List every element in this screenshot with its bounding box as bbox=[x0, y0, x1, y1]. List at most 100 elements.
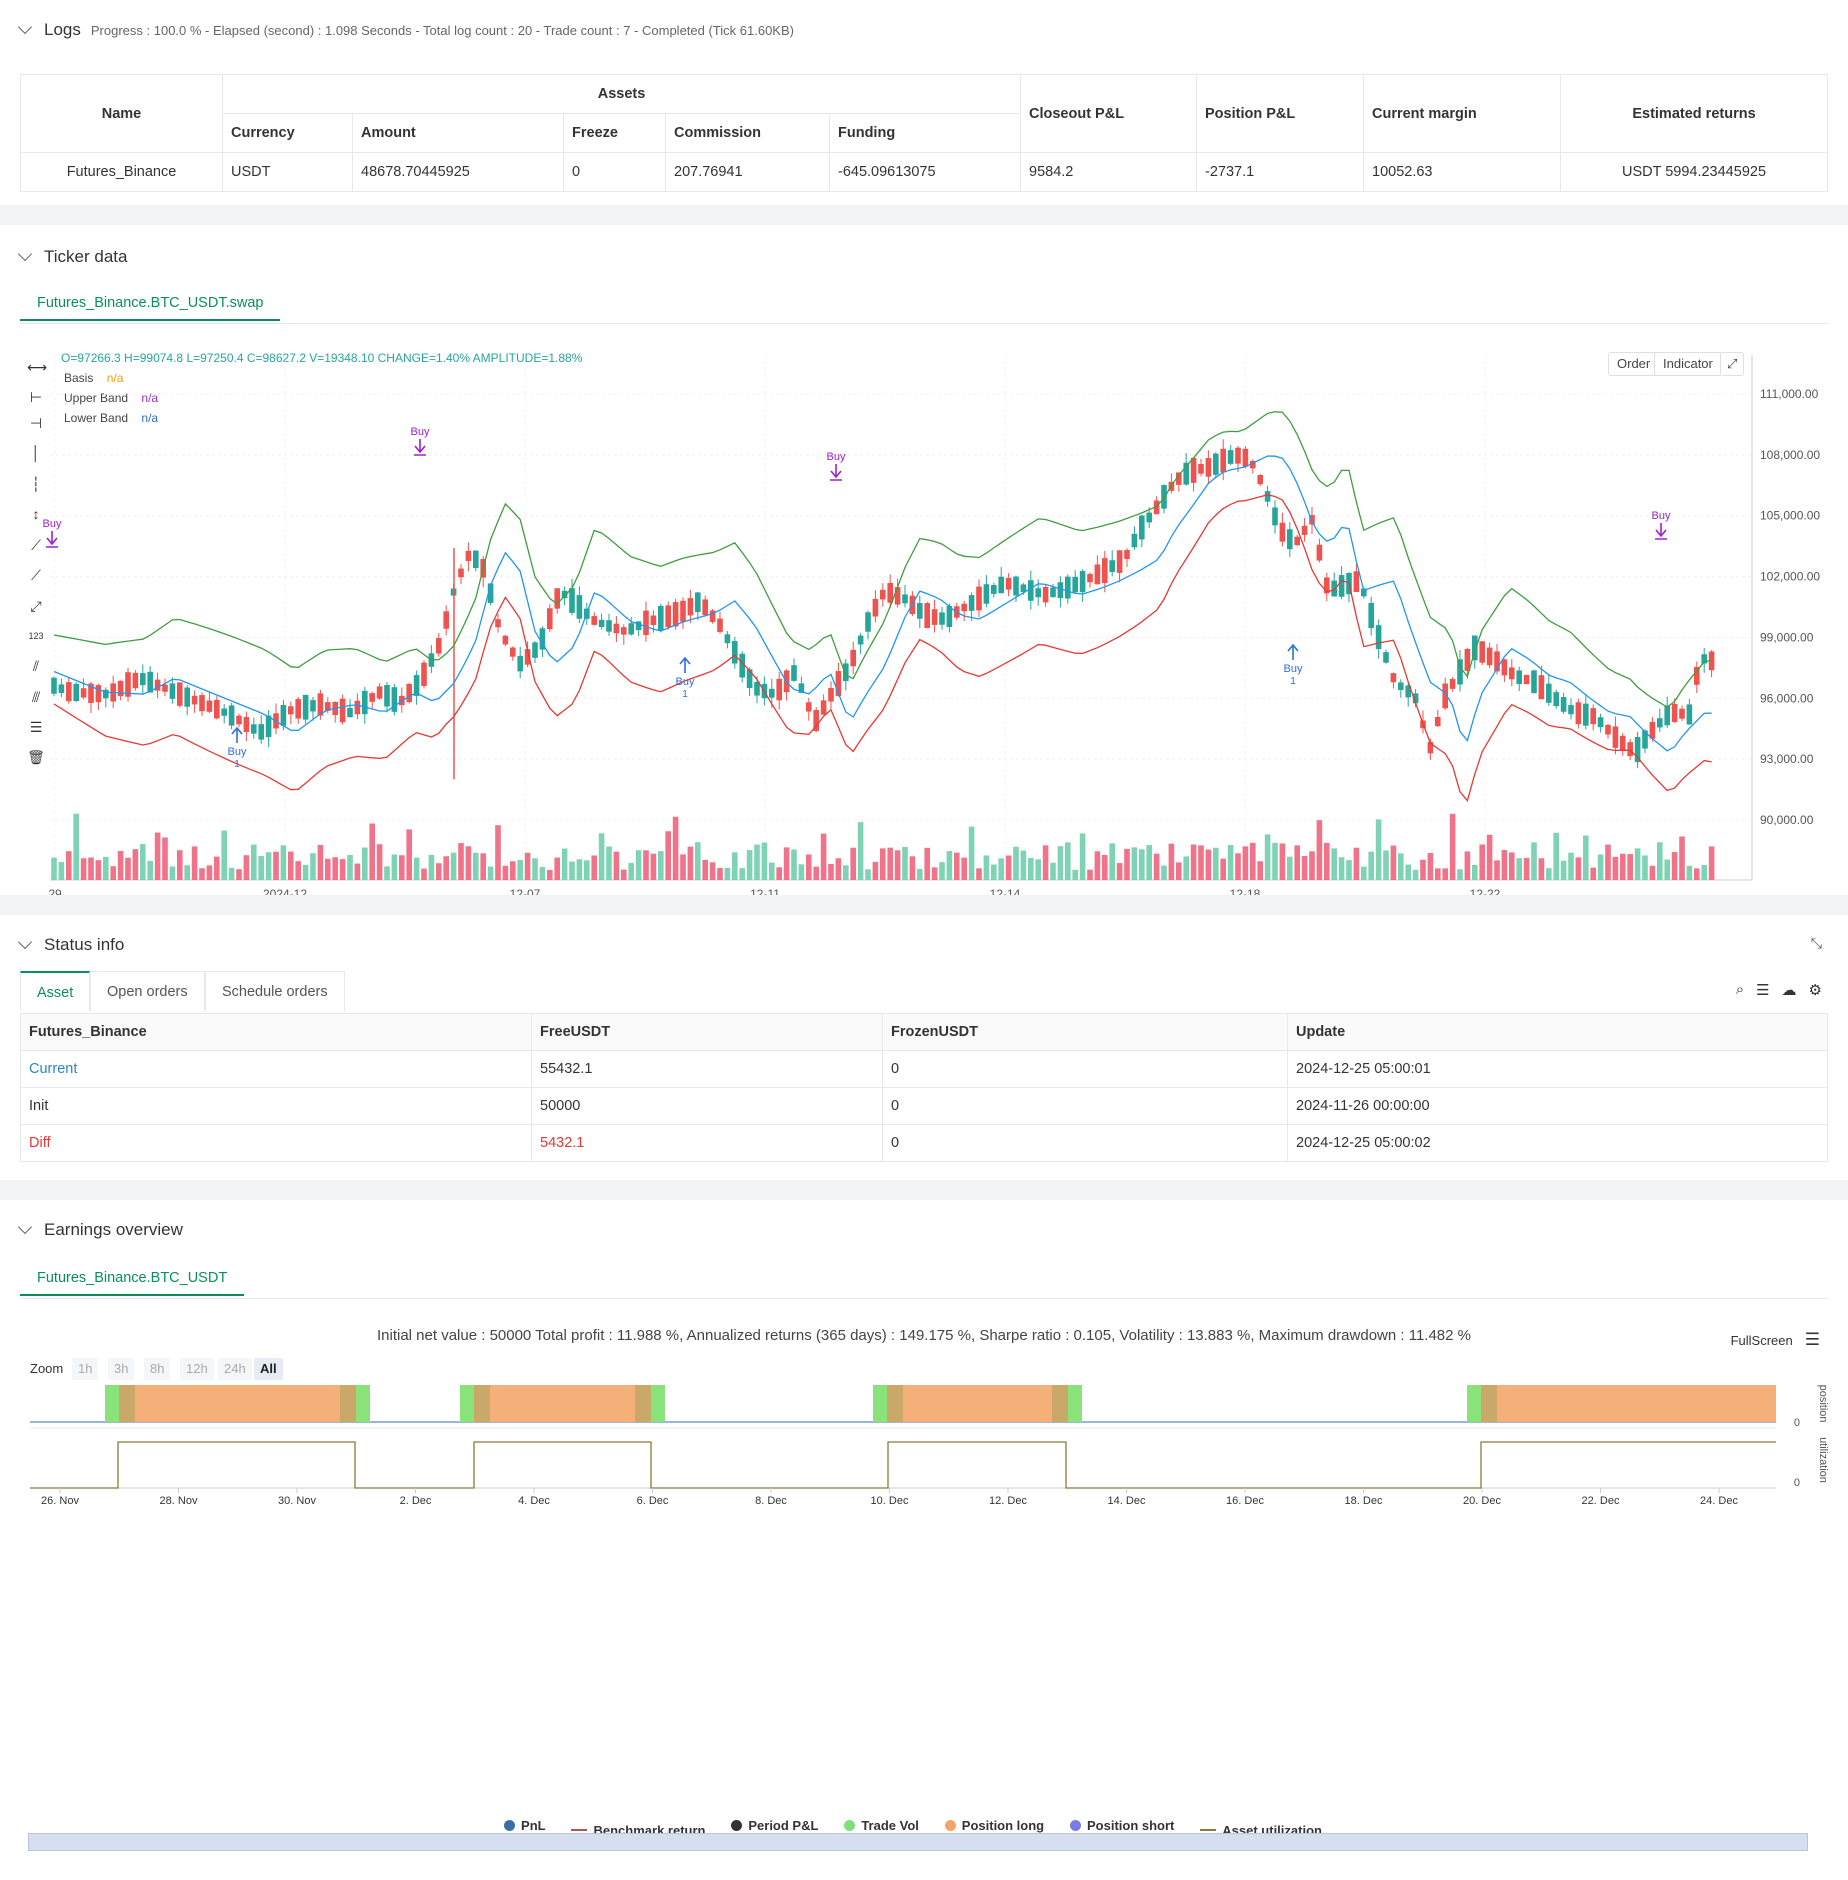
candle-body bbox=[857, 635, 864, 645]
vertical-segment-icon[interactable]: ┆ bbox=[31, 476, 41, 492]
gear-icon[interactable]: ⚙ bbox=[1808, 982, 1822, 999]
expand-icon[interactable]: ⤢ bbox=[1720, 352, 1745, 376]
volume-bar bbox=[295, 861, 301, 880]
parallel-channel-icon[interactable]: ⫽ bbox=[32, 658, 40, 674]
legend-pnl[interactable]: PnL bbox=[504, 1818, 546, 1833]
candle-body bbox=[1020, 584, 1027, 593]
volume-bar bbox=[561, 848, 568, 880]
zoom-1h[interactable]: 1h bbox=[72, 1358, 99, 1380]
tab-ticker-symbol[interactable]: Futures_Binance.BTC_USDT.swap bbox=[20, 285, 281, 321]
table-row: Current 55432.1 0 2024-12-25 05:00:01 bbox=[20, 1050, 1828, 1088]
time-tick-label: 12-11 bbox=[750, 887, 780, 895]
candle-body bbox=[1294, 536, 1300, 546]
buy-signal-label: Buy bbox=[43, 518, 62, 530]
tab-earnings-symbol[interactable]: Futures_Binance.BTC_USDT bbox=[20, 1260, 245, 1296]
candle-body bbox=[1405, 685, 1411, 698]
order-button[interactable]: Order bbox=[1608, 352, 1660, 376]
upper-band-line bbox=[53, 411, 1712, 708]
measure-icon[interactable]: ☰ bbox=[29, 719, 43, 735]
collapse-panel-icon[interactable]: ⤡ bbox=[1810, 935, 1822, 951]
candlestick-chart[interactable]: 111,000.00 108,000.00 105,000.00 102,000.00… bbox=[0, 335, 1848, 895]
collapse-caret-icon[interactable] bbox=[17, 934, 33, 950]
legend-trade-marker bbox=[844, 1820, 856, 1831]
fullscreen-label: FullScreen bbox=[1730, 1332, 1793, 1348]
candle-body bbox=[339, 698, 346, 723]
legend-position-long[interactable]: Position long bbox=[944, 1818, 1044, 1833]
price-label-icon[interactable]: 123 bbox=[28, 631, 44, 641]
status-header[interactable]: Status info bbox=[17, 934, 125, 955]
legend-period-pnl[interactable]: Period P&L bbox=[731, 1818, 818, 1833]
candle-body bbox=[983, 584, 990, 604]
legend-trade-vol[interactable]: Trade Vol bbox=[844, 1818, 919, 1833]
status-title: Status info bbox=[44, 935, 125, 954]
volume-bar bbox=[857, 822, 864, 880]
fib-icon[interactable]: ⫻ bbox=[31, 689, 41, 705]
legend-basis[interactable]: Basis n/a bbox=[64, 371, 124, 385]
candle-body bbox=[117, 680, 124, 697]
list-icon[interactable]: ☰ bbox=[1756, 982, 1770, 999]
volume-bar bbox=[872, 861, 879, 880]
candle-body bbox=[1575, 702, 1582, 725]
volume-bar bbox=[391, 854, 398, 880]
candle-body bbox=[162, 684, 168, 692]
vertical-ray-icon[interactable]: ↕ bbox=[32, 506, 40, 522]
horizontal-ray-icon[interactable]: ⊣ bbox=[29, 415, 43, 431]
ticker-header[interactable]: Ticker data bbox=[17, 246, 127, 267]
cloud-download-icon[interactable]: ☁ bbox=[1781, 982, 1797, 999]
trend-line-icon[interactable]: ⟋ bbox=[31, 537, 41, 553]
navigator-scrollbar[interactable] bbox=[28, 1833, 1808, 1851]
volume-bar bbox=[140, 844, 146, 880]
candle-body bbox=[1116, 550, 1123, 573]
tab-open-orders[interactable]: Open orders bbox=[90, 971, 205, 1011]
tab-asset[interactable]: Asset bbox=[20, 971, 91, 1011]
zoom-all[interactable]: All bbox=[254, 1358, 283, 1380]
collapse-caret-icon[interactable] bbox=[17, 1219, 33, 1235]
legend-position-short[interactable]: Position short bbox=[1070, 1818, 1174, 1833]
row-current-label[interactable]: Current bbox=[20, 1050, 532, 1088]
zoom-8h[interactable]: 8h bbox=[144, 1358, 171, 1380]
search-icon[interactable]: ⌕ bbox=[1735, 981, 1745, 998]
volume-bar bbox=[687, 846, 694, 880]
candle-body bbox=[813, 709, 819, 732]
tab-schedule-orders[interactable]: Schedule orders bbox=[205, 971, 345, 1011]
candle-body bbox=[1235, 447, 1241, 464]
indicator-button[interactable]: Indicator bbox=[1654, 352, 1722, 376]
ray-line-icon[interactable]: ⟋ bbox=[31, 567, 41, 583]
extended-line-icon[interactable]: ⤢ bbox=[30, 598, 42, 614]
time-tick-label: 30. Nov bbox=[278, 1495, 316, 1507]
earnings-chart[interactable]: 8k6k4k2k0-2k-4kPnLPeriod P&Lvol/position… bbox=[0, 1385, 1848, 1865]
trade-vol-overlap bbox=[635, 1385, 651, 1422]
candle-body bbox=[280, 704, 287, 726]
cell-margin: 10052.63 bbox=[1363, 152, 1561, 192]
volume-bar bbox=[1065, 842, 1071, 880]
trade-vol-overlap bbox=[474, 1385, 490, 1422]
collapse-caret-icon[interactable] bbox=[17, 246, 33, 262]
candle-body bbox=[1205, 458, 1212, 477]
zoom-24h[interactable]: 24h bbox=[218, 1358, 252, 1380]
legend-lower-band[interactable]: Lower Band n/a bbox=[64, 411, 159, 425]
horizontal-line-icon[interactable]: ⊢ bbox=[29, 389, 43, 405]
cursor-line-icon[interactable]: ⟷ bbox=[27, 359, 48, 375]
candle-body bbox=[931, 609, 938, 625]
fullscreen-button[interactable]: FullScreen ☰ bbox=[1731, 1330, 1820, 1350]
buy-arrow-icon bbox=[830, 464, 842, 481]
candle-body bbox=[1560, 697, 1567, 712]
buy-signal-label: Buy bbox=[411, 426, 430, 438]
earnings-header[interactable]: Earnings overview bbox=[17, 1219, 183, 1240]
zoom-3h[interactable]: 3h bbox=[108, 1358, 135, 1380]
volume-bar bbox=[591, 855, 597, 880]
trade-vol-overlap bbox=[119, 1385, 135, 1422]
volume-bar bbox=[613, 851, 620, 880]
vertical-line-icon[interactable]: │ bbox=[31, 445, 41, 461]
zoom-12h[interactable]: 12h bbox=[180, 1358, 214, 1380]
collapse-caret-icon[interactable] bbox=[17, 19, 33, 35]
col-free: FreeUSDT bbox=[531, 1013, 883, 1051]
candle-body bbox=[1501, 659, 1508, 676]
volume-bar bbox=[702, 859, 708, 880]
logs-header[interactable]: Logs Progress : 100.0 % - Elapsed (secon… bbox=[17, 19, 794, 40]
trash-icon[interactable]: 🗑 bbox=[27, 749, 45, 765]
volume-bar bbox=[1205, 849, 1212, 880]
menu-icon[interactable]: ☰ bbox=[1804, 1330, 1820, 1349]
buy-arrow-icon bbox=[1287, 643, 1299, 660]
candle-body bbox=[1583, 703, 1589, 726]
